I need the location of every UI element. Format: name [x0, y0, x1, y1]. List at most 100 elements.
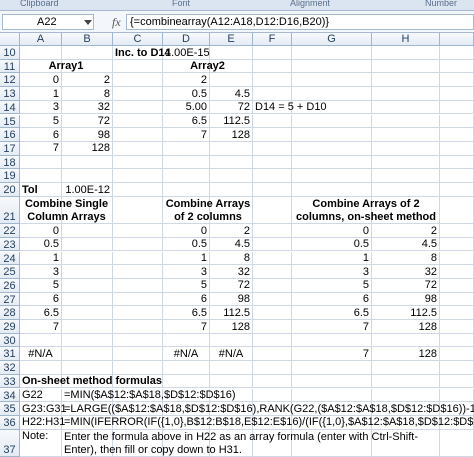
- row-header[interactable]: 15: [0, 114, 20, 129]
- column-header[interactable]: D: [163, 33, 210, 46]
- cell[interactable]: [372, 388, 440, 403]
- cell[interactable]: [210, 224, 253, 238]
- cell[interactable]: [163, 429, 210, 457]
- cell[interactable]: [163, 237, 210, 252]
- cell[interactable]: [62, 320, 113, 334]
- row-header[interactable]: 17: [0, 141, 20, 156]
- cell[interactable]: [292, 251, 372, 266]
- cell[interactable]: [113, 196, 163, 225]
- cell[interactable]: [440, 347, 474, 362]
- cell[interactable]: [253, 73, 292, 88]
- cell[interactable]: [113, 265, 163, 279]
- cell[interactable]: [20, 402, 62, 416]
- cell[interactable]: [20, 429, 62, 457]
- cell[interactable]: [163, 100, 210, 115]
- cell[interactable]: [292, 155, 372, 170]
- cell[interactable]: [440, 306, 474, 320]
- row-header[interactable]: 30: [0, 333, 20, 348]
- cell[interactable]: [62, 237, 113, 252]
- column-header[interactable]: E: [210, 33, 253, 46]
- cell[interactable]: [163, 183, 210, 197]
- cell[interactable]: [440, 251, 474, 266]
- cell[interactable]: [113, 128, 163, 142]
- cell[interactable]: [372, 196, 440, 225]
- cell[interactable]: [113, 361, 163, 375]
- cell[interactable]: [292, 292, 372, 307]
- cell[interactable]: [253, 347, 292, 362]
- cell[interactable]: [62, 374, 113, 389]
- cell[interactable]: [253, 224, 292, 238]
- cell[interactable]: [20, 237, 62, 252]
- row-header[interactable]: 18: [0, 155, 20, 170]
- column-header[interactable]: H: [372, 33, 440, 46]
- cell[interactable]: [163, 278, 210, 293]
- cell[interactable]: [20, 388, 62, 403]
- cell[interactable]: [113, 141, 163, 156]
- row-header[interactable]: 34: [0, 388, 20, 403]
- cell[interactable]: [210, 46, 253, 60]
- cell[interactable]: [163, 333, 210, 348]
- cell[interactable]: [210, 87, 253, 101]
- cell[interactable]: [113, 320, 163, 334]
- cell[interactable]: [210, 155, 253, 170]
- cell[interactable]: [210, 320, 253, 334]
- cell[interactable]: [253, 100, 292, 115]
- cell[interactable]: [372, 100, 440, 115]
- cell[interactable]: [292, 87, 372, 101]
- cell[interactable]: [113, 87, 163, 101]
- cell[interactable]: [210, 429, 253, 457]
- row-header[interactable]: 26: [0, 278, 20, 293]
- cell[interactable]: [163, 46, 210, 60]
- cell[interactable]: [62, 169, 113, 183]
- cell[interactable]: [210, 128, 253, 142]
- cell[interactable]: [62, 46, 113, 60]
- cell[interactable]: [20, 46, 62, 60]
- name-box-dropdown[interactable]: [84, 20, 92, 25]
- cell[interactable]: [62, 114, 113, 129]
- cell[interactable]: [372, 128, 440, 142]
- cell[interactable]: [440, 183, 474, 197]
- column-header[interactable]: [440, 33, 474, 46]
- cell[interactable]: [292, 415, 372, 430]
- cell[interactable]: [292, 320, 372, 334]
- cell[interactable]: [62, 292, 113, 307]
- cell[interactable]: [113, 237, 163, 252]
- cell[interactable]: [20, 251, 62, 266]
- cell[interactable]: [253, 292, 292, 307]
- cell[interactable]: [163, 374, 210, 389]
- cell[interactable]: [253, 361, 292, 375]
- cell[interactable]: [113, 169, 163, 183]
- cell[interactable]: [20, 306, 62, 320]
- cell[interactable]: [62, 87, 113, 101]
- cell[interactable]: [253, 415, 292, 430]
- cell[interactable]: [372, 265, 440, 279]
- cell[interactable]: [113, 415, 163, 430]
- cell[interactable]: [210, 169, 253, 183]
- cell[interactable]: [62, 306, 113, 320]
- cell[interactable]: [440, 46, 474, 60]
- cell[interactable]: [372, 224, 440, 238]
- cell[interactable]: [20, 128, 62, 142]
- cell[interactable]: [20, 347, 62, 362]
- cell[interactable]: [113, 73, 163, 88]
- select-all-corner[interactable]: [0, 33, 20, 46]
- cell[interactable]: [292, 374, 372, 389]
- column-header[interactable]: G: [292, 33, 372, 46]
- cell[interactable]: [20, 141, 62, 156]
- cell[interactable]: [210, 251, 253, 266]
- cell[interactable]: [210, 183, 253, 197]
- cell[interactable]: [372, 320, 440, 334]
- cell[interactable]: [372, 429, 440, 457]
- cell[interactable]: [20, 278, 62, 293]
- cell[interactable]: [113, 388, 163, 403]
- cell[interactable]: [440, 114, 474, 129]
- cell[interactable]: [292, 224, 372, 238]
- name-box[interactable]: A22: [2, 14, 94, 30]
- insert-function-button[interactable]: fx: [112, 15, 121, 29]
- cell[interactable]: [163, 306, 210, 320]
- cell[interactable]: [20, 155, 62, 170]
- cell[interactable]: [113, 100, 163, 115]
- column-header[interactable]: F: [253, 33, 292, 46]
- cell[interactable]: [292, 100, 372, 115]
- row-header[interactable]: 35: [0, 402, 20, 416]
